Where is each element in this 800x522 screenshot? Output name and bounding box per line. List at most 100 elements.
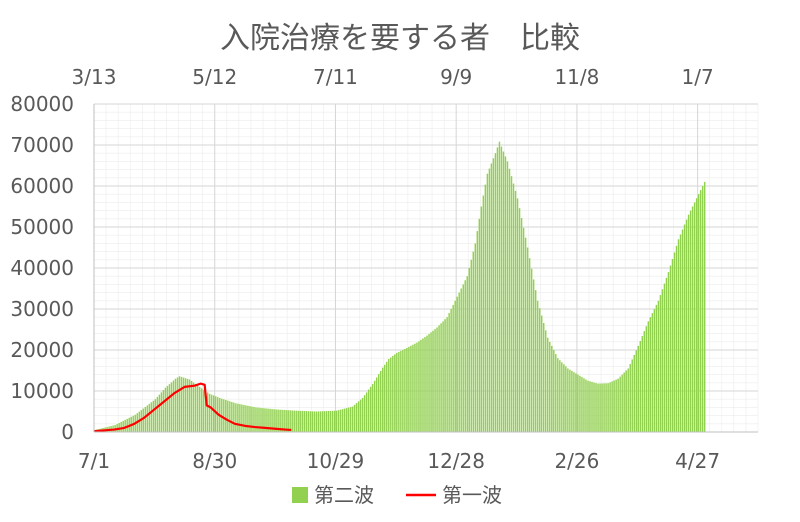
bar: [357, 401, 360, 432]
bar: [577, 374, 579, 432]
bar: [553, 350, 555, 432]
bar: [182, 377, 185, 432]
bar: [142, 408, 145, 432]
bar: [206, 392, 209, 432]
bar: [349, 407, 352, 432]
bar: [315, 411, 318, 432]
bar: [283, 409, 285, 432]
bar: [215, 396, 217, 432]
bar: [247, 405, 249, 432]
bar: [617, 378, 619, 432]
bar: [174, 378, 177, 432]
bar: [402, 349, 404, 432]
bar: [665, 277, 668, 432]
bar: [536, 300, 539, 432]
bar: [528, 258, 531, 432]
y-tick-label: 70000: [10, 133, 74, 157]
bar: [510, 176, 513, 432]
bar: [470, 259, 472, 432]
bar: [223, 399, 225, 432]
bar: [544, 330, 547, 432]
bar: [176, 377, 179, 432]
axes: 0 10000 20000 30000 40000 50000 60000 70000 8000…: [10, 65, 758, 473]
bar: [327, 411, 330, 432]
x-tick-label-top: 11/8: [554, 65, 599, 89]
legend-swatch-bar: [292, 487, 308, 503]
bar: [281, 409, 283, 432]
bar: [454, 300, 456, 432]
bar: [380, 370, 382, 432]
bar: [442, 321, 444, 432]
bar: [265, 408, 267, 432]
bar: [382, 367, 384, 432]
bar: [164, 387, 167, 432]
bar: [162, 390, 165, 432]
bar: [233, 402, 235, 432]
bar: [683, 224, 686, 432]
bar: [365, 392, 368, 432]
bar: [158, 394, 161, 432]
bar: [472, 251, 475, 432]
bar: [200, 388, 203, 432]
bar: [492, 158, 495, 432]
bar: [641, 336, 644, 432]
bar: [681, 229, 684, 432]
line-series: [93, 382, 292, 433]
bar: [583, 378, 585, 432]
bar: [291, 410, 293, 432]
bar: [639, 340, 642, 432]
bar: [685, 219, 688, 432]
bar: [520, 217, 523, 432]
bar: [627, 368, 629, 432]
bar: [301, 410, 303, 432]
bar: [198, 386, 201, 432]
bar: [375, 377, 378, 432]
bar: [406, 347, 408, 432]
bar: [496, 147, 499, 432]
bar: [271, 409, 273, 432]
x-tick-label-top: 5/12: [192, 65, 237, 89]
x-tick-label-top: 7/11: [313, 65, 358, 89]
x-tick-label-top: 3/13: [72, 65, 117, 89]
bar: [629, 363, 631, 432]
bar: [400, 350, 402, 432]
bar: [237, 403, 239, 432]
bar: [655, 304, 658, 432]
bar: [225, 399, 227, 432]
bar: [313, 411, 316, 432]
bar: [371, 384, 374, 432]
bar: [595, 383, 597, 432]
bar: [241, 404, 243, 432]
bar: [677, 239, 680, 432]
bar: [589, 381, 591, 432]
bar: [547, 337, 549, 432]
bar: [573, 372, 575, 432]
bar: [261, 408, 263, 432]
bar: [386, 361, 388, 432]
bar: [699, 190, 702, 432]
bar: [184, 378, 187, 432]
legend: 第二波 第一波: [292, 483, 502, 507]
bar: [703, 181, 706, 432]
bar: [623, 372, 625, 432]
bar: [239, 404, 241, 432]
bar: [669, 265, 672, 432]
bar: [235, 403, 237, 432]
bar: [494, 153, 497, 432]
bar: [631, 359, 633, 432]
bar: [559, 360, 561, 432]
bar: [697, 194, 700, 432]
bar: [335, 410, 338, 432]
bar: [337, 410, 340, 432]
bar: [299, 410, 301, 432]
bar: [460, 288, 462, 432]
bar: [478, 218, 481, 432]
bar: [140, 410, 143, 432]
bar: [231, 401, 233, 432]
bar: [347, 407, 350, 432]
bar: [555, 354, 557, 432]
bar: [329, 410, 332, 432]
bar: [532, 279, 535, 432]
bar: [611, 381, 613, 432]
